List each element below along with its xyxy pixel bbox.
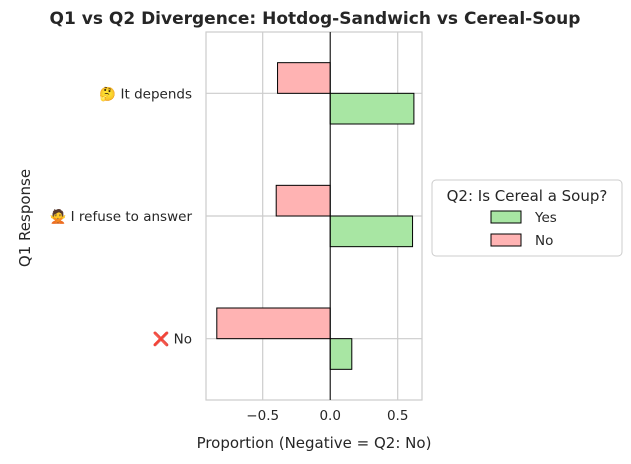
chart-title: Q1 vs Q2 Divergence: Hotdog-Sandwich vs … [50, 9, 581, 29]
legend-swatch-no [490, 233, 522, 247]
x-tick-labels: −0.5 0.0 0.5 [246, 408, 408, 424]
legend-title: Q2: Is Cereal a Soup? [447, 187, 608, 205]
x-tick-label: 0.0 [319, 408, 340, 424]
legend: Q2: Is Cereal a Soup? Yes No [431, 179, 623, 257]
y-tick-labels: 🤔 It depends 🙅 I refuse to answer ❌ No [50, 86, 193, 347]
legend-frame [431, 179, 623, 257]
legend-label-yes: Yes [534, 210, 557, 226]
bar-no-0 [277, 62, 331, 94]
x-tick-label: −0.5 [246, 408, 279, 424]
y-axis-label: Q1 Response [16, 169, 34, 267]
legend-label-no: No [535, 233, 553, 249]
x-axis-label: Proportion (Negative = Q2: No) [197, 434, 432, 452]
x-tick-label: 0.5 [387, 408, 408, 424]
bar-yes-1 [329, 215, 414, 248]
y-tick-label: ❌ No [153, 331, 192, 348]
bar-no-2 [216, 307, 331, 340]
legend-entries: Yes No [490, 210, 557, 249]
y-tick-label: 🤔 It depends [99, 86, 192, 102]
y-tick-label: 🙅 I refuse to answer [50, 208, 193, 225]
legend-swatch-yes [490, 210, 522, 224]
bar-no-1 [275, 184, 331, 217]
bar-yes-0 [329, 92, 415, 125]
bar-yes-2 [329, 338, 353, 370]
bars [216, 62, 415, 370]
